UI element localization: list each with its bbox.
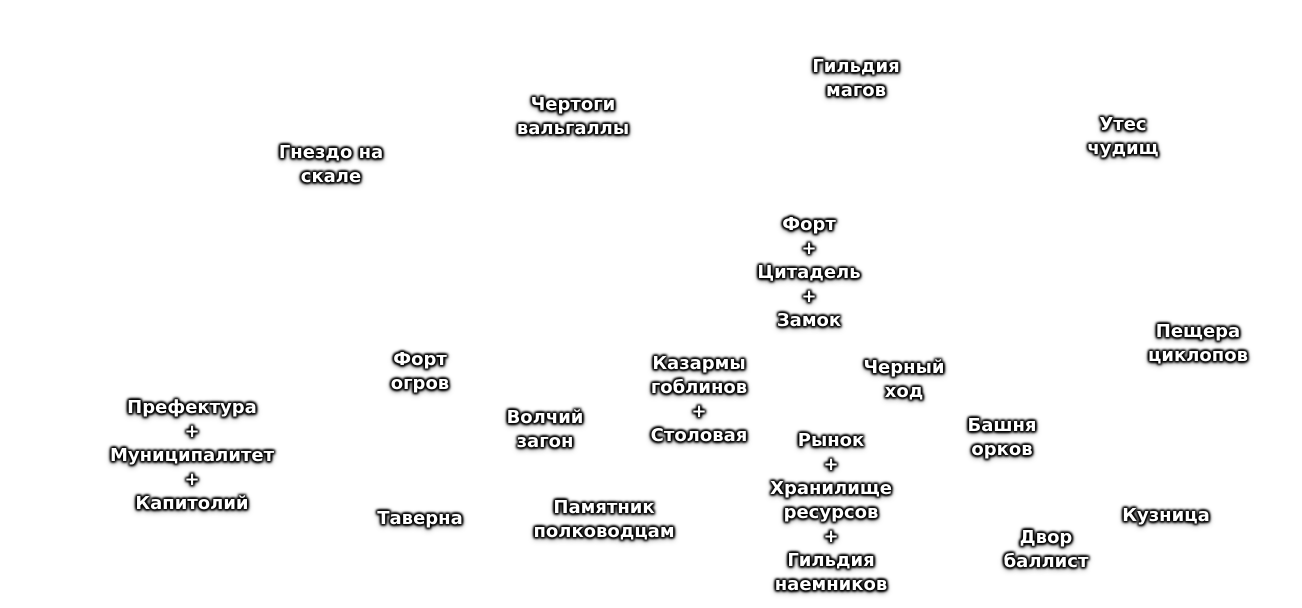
upgrade-plus: + bbox=[184, 421, 200, 442]
building-label-line: Муниципалитет bbox=[109, 445, 275, 466]
building-blacksmith[interactable]: Кузница bbox=[1122, 504, 1209, 528]
building-label-line: Гильдия bbox=[812, 56, 900, 77]
building-label-line: вальгаллы bbox=[516, 118, 630, 139]
building-prefecture-chain[interactable]: Префектура + Муниципалитет + Капитолий bbox=[110, 396, 274, 516]
building-tavern[interactable]: Таверна bbox=[377, 507, 463, 531]
building-goblin-barracks[interactable]: Казармы гоблинов + Столовая bbox=[651, 352, 748, 448]
building-label-line: магов bbox=[825, 80, 887, 101]
building-label-line: Пещера bbox=[1155, 321, 1241, 342]
building-label-line: гоблинов bbox=[650, 377, 748, 398]
upgrade-plus: + bbox=[691, 401, 707, 422]
upgrade-plus: + bbox=[184, 469, 200, 490]
building-label-line: Волчий bbox=[506, 407, 584, 428]
building-label-line: Префектура bbox=[127, 397, 257, 418]
building-label-line: Форт bbox=[782, 214, 836, 235]
building-label-line: орков bbox=[971, 439, 1033, 460]
building-label-line: Черный bbox=[863, 357, 945, 378]
building-market-chain[interactable]: Рынок + Хранилище ресурсов + Гильдия нае… bbox=[770, 429, 892, 597]
building-label-line: Цитадель bbox=[757, 262, 861, 283]
building-label-line: Хранилище bbox=[770, 478, 892, 499]
building-label-line: чудищ bbox=[1087, 138, 1159, 159]
upgrade-plus: + bbox=[801, 286, 817, 307]
building-label-line: огров bbox=[390, 373, 450, 394]
building-wolf-pen[interactable]: Волчий загон bbox=[507, 406, 584, 454]
building-orc-tower[interactable]: Башня орков bbox=[968, 414, 1037, 462]
upgrade-plus: + bbox=[801, 238, 817, 259]
building-label-line: Столовая bbox=[650, 425, 748, 446]
building-label-line: Башня bbox=[967, 415, 1037, 436]
building-cliff-nest[interactable]: Гнездо на скале bbox=[279, 141, 383, 189]
building-label-line: Капитолий bbox=[135, 493, 249, 514]
building-label-line: баллист bbox=[1003, 551, 1089, 572]
building-label-line: полководцам bbox=[533, 521, 675, 542]
building-behemoth-cliff[interactable]: Утес чудищ bbox=[1087, 113, 1158, 161]
building-ballista-yard[interactable]: Двор баллист bbox=[1004, 526, 1089, 574]
building-label-line: ресурсов bbox=[783, 502, 879, 523]
building-label-line: Гнездо на bbox=[278, 142, 384, 163]
building-mage-guild[interactable]: Гильдия магов bbox=[812, 55, 899, 103]
building-ogre-fort[interactable]: Форт огров bbox=[391, 348, 449, 396]
building-label-line: Гильдия bbox=[787, 550, 875, 571]
building-label-line: циклопов bbox=[1148, 345, 1248, 366]
building-valhalla-halls[interactable]: Чертоги вальгаллы bbox=[517, 93, 629, 141]
building-label-line: Рынок bbox=[797, 430, 865, 451]
upgrade-plus: + bbox=[823, 454, 839, 475]
building-black-passage[interactable]: Черный ход bbox=[864, 356, 945, 404]
upgrade-plus: + bbox=[823, 526, 839, 547]
building-label-line: загон bbox=[516, 431, 574, 452]
building-label-line: наемников bbox=[774, 574, 888, 595]
building-label-line: ход bbox=[884, 381, 924, 402]
building-label-line: Кузница bbox=[1122, 505, 1210, 526]
building-label-line: Чертоги bbox=[530, 94, 616, 115]
building-label-line: Казармы bbox=[652, 353, 746, 374]
building-warlord-monument[interactable]: Памятник полководцам bbox=[533, 496, 674, 544]
building-cyclops-cave[interactable]: Пещера циклопов bbox=[1148, 320, 1248, 368]
building-label-line: Памятник bbox=[553, 497, 655, 518]
building-label-line: Замок bbox=[776, 310, 842, 331]
building-label-line: скале bbox=[300, 166, 362, 187]
building-label-line: Таверна bbox=[377, 508, 463, 529]
building-label-line: Форт bbox=[393, 349, 447, 370]
building-label-line: Утес bbox=[1099, 114, 1147, 135]
building-label-line: Двор bbox=[1019, 527, 1073, 548]
building-fort-chain[interactable]: Форт + Цитадель + Замок bbox=[757, 213, 860, 333]
